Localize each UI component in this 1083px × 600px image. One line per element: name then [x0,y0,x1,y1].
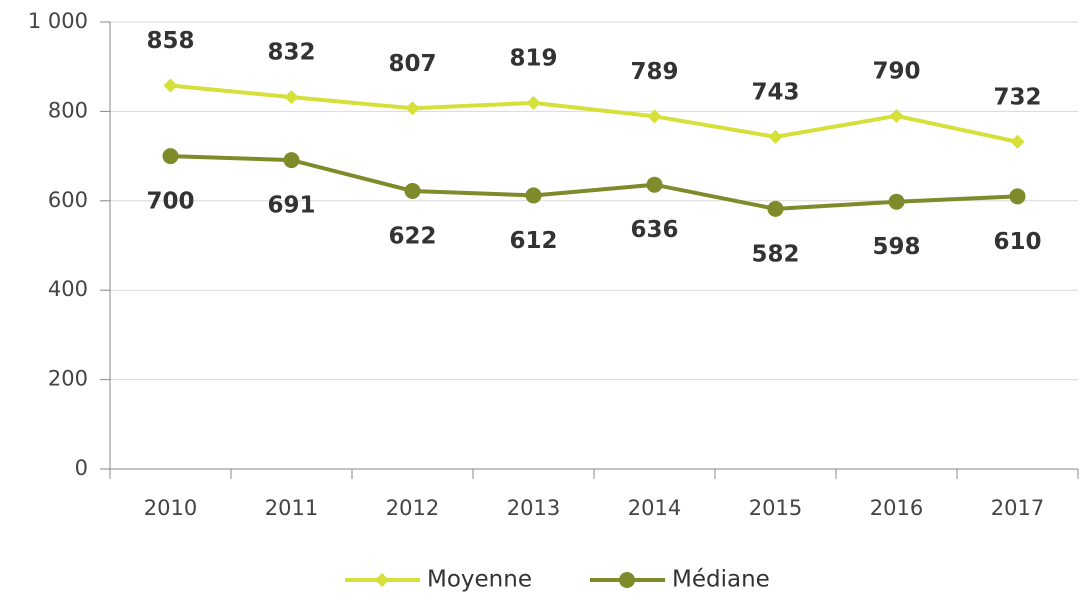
legend-marker [619,572,635,588]
data-label: 700 [146,189,194,215]
point [525,187,542,204]
point [647,109,662,124]
point [1010,134,1025,149]
data-label: 622 [388,223,436,249]
data-label: 832 [267,40,315,66]
data-label: 743 [751,79,799,105]
point [162,148,179,165]
data-label: 691 [267,193,315,219]
x-tick-label: 2016 [870,496,923,520]
data-label: 789 [630,59,678,85]
series-line [170,154,1018,211]
x-tick-label: 2014 [628,496,681,520]
data-label: 598 [872,234,920,260]
y-tick-label: 1 000 [28,9,88,33]
data-label: 790 [872,58,920,84]
data-label: 612 [509,228,557,254]
point [163,78,178,93]
legend-label: Moyenne [427,567,532,593]
x-tick-label: 2013 [507,496,560,520]
data-label: 610 [993,229,1041,255]
point [526,95,541,110]
x-tick-label: 2015 [749,496,802,520]
legend-label: Médiane [672,567,770,593]
y-tick-label: 800 [48,98,88,122]
x-tick-label: 2010 [144,496,197,520]
x-tick-label: 2017 [991,496,1044,520]
x-tick-label: 2011 [265,496,318,520]
point [1009,188,1026,205]
x-tick-label: 2012 [386,496,439,520]
point [405,101,420,116]
data-label: 732 [993,84,1041,110]
series-line [170,83,1018,144]
data-label: 582 [751,241,799,267]
data-label: 636 [630,217,678,243]
y-tick-label: 400 [48,277,88,301]
point [284,90,299,105]
y-tick-label: 200 [48,367,88,391]
point [767,200,784,217]
legend-marker [375,573,389,587]
point [404,182,421,199]
data-label: 807 [388,51,436,77]
point [283,152,300,169]
y-tick-label: 0 [75,456,88,480]
point [888,193,905,210]
point [768,129,783,144]
point [646,176,663,193]
point [889,108,904,123]
data-label: 819 [509,45,557,71]
data-label: 858 [146,28,194,54]
y-tick-label: 600 [48,188,88,212]
